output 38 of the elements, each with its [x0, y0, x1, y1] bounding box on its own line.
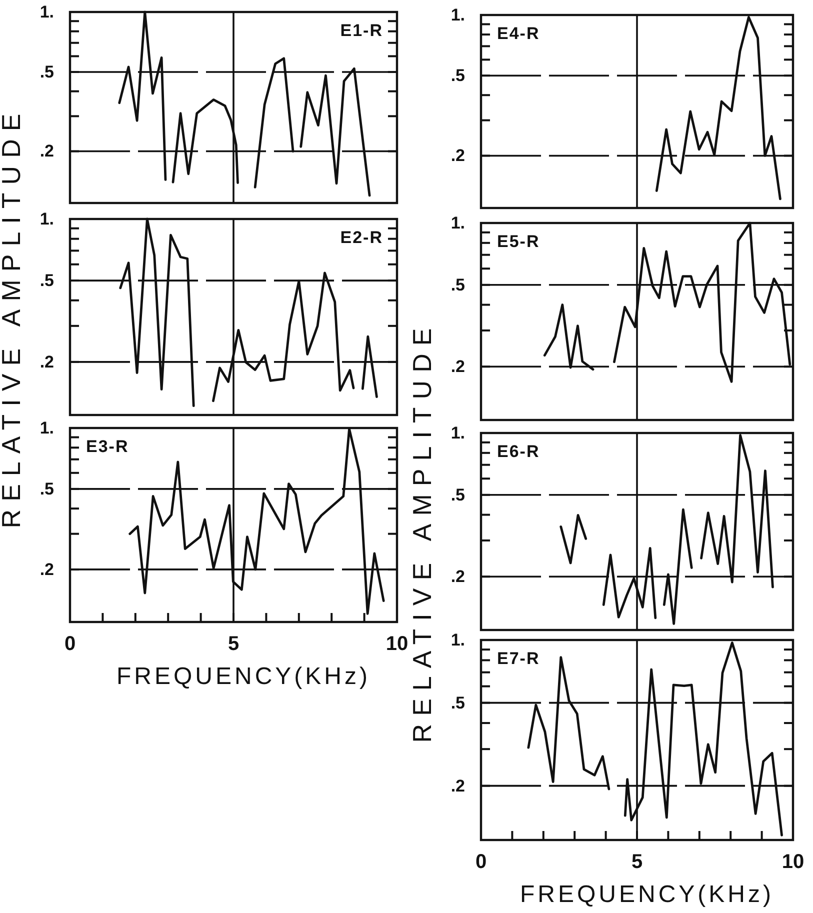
x-tick-label: 0: [64, 633, 76, 656]
x-tick-label: 5: [631, 851, 643, 874]
text: E1-R: [340, 21, 383, 40]
text: E3-R: [86, 437, 129, 456]
y-axis-title: RELATIVE AMPLITUDE: [407, 320, 437, 743]
y-tick-label: .5: [450, 693, 465, 712]
y-tick-label: .5: [40, 62, 54, 82]
y-tick-label: .5: [450, 66, 465, 86]
y-tick-label: 1.: [40, 2, 54, 22]
y-tick-label: 1.: [450, 630, 465, 650]
y-axis-title: RELATIVE AMPLITUDE: [0, 106, 26, 528]
y-tick-label: .5: [450, 275, 465, 294]
y-tick-label: .2: [40, 142, 54, 161]
y-tick-label: .2: [450, 146, 465, 166]
y-tick-label: 1.: [450, 423, 465, 442]
y-tick-label: .5: [450, 485, 465, 504]
y-tick-label: 1.: [450, 5, 465, 24]
y-tick-label: .2: [40, 352, 54, 372]
text: E6-R: [497, 442, 540, 461]
text: E2-R: [340, 228, 383, 247]
text: E4-R: [497, 24, 540, 43]
x-tick-label: 0: [475, 851, 487, 874]
x-tick-label: 10: [386, 633, 408, 656]
x-tick-label: 5: [228, 633, 240, 656]
y-tick-label: .5: [40, 479, 54, 498]
y-tick-label: .2: [450, 776, 465, 796]
x-axis-title: FREQUENCY(KHz): [520, 881, 774, 908]
y-tick-label: .5: [40, 270, 54, 290]
y-tick-label: .2: [450, 567, 465, 586]
y-tick-label: 1.: [450, 213, 465, 232]
y-tick-label: 1.: [40, 418, 54, 438]
text: E7-R: [497, 649, 540, 668]
x-axis-title: FREQUENCY(KHz): [116, 663, 371, 690]
y-tick-label: 1.: [40, 209, 54, 228]
text: E5-R: [497, 232, 540, 251]
y-tick-label: .2: [40, 560, 54, 579]
y-tick-label: .2: [450, 357, 465, 376]
x-tick-label: 10: [782, 851, 804, 874]
